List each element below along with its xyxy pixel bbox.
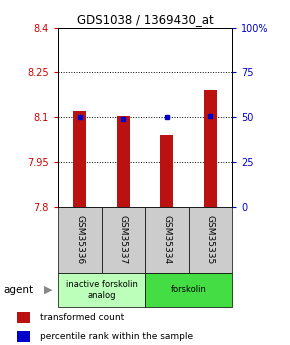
Text: GSM35336: GSM35336	[75, 215, 84, 264]
Text: agent: agent	[3, 285, 33, 295]
Bar	[117, 116, 130, 207]
Text: GDS1038 / 1369430_at: GDS1038 / 1369430_at	[77, 13, 213, 26]
Bar	[58, 273, 145, 307]
Bar	[102, 207, 145, 273]
Bar	[188, 207, 232, 273]
Text: GSM35337: GSM35337	[119, 215, 128, 264]
Bar	[73, 111, 86, 207]
Bar	[160, 135, 173, 207]
Text: GSM35335: GSM35335	[206, 215, 215, 264]
Bar	[58, 207, 102, 273]
Text: inactive forskolin
analog: inactive forskolin analog	[66, 280, 137, 299]
Text: percentile rank within the sample: percentile rank within the sample	[40, 332, 193, 341]
Bar	[17, 331, 30, 342]
Text: transformed count: transformed count	[40, 313, 124, 322]
Bar	[17, 312, 30, 323]
Text: forskolin: forskolin	[171, 285, 206, 294]
Bar	[204, 90, 217, 207]
Text: GSM35334: GSM35334	[162, 215, 171, 264]
Text: ▶: ▶	[44, 285, 52, 295]
Bar	[145, 273, 232, 307]
Bar	[145, 207, 188, 273]
